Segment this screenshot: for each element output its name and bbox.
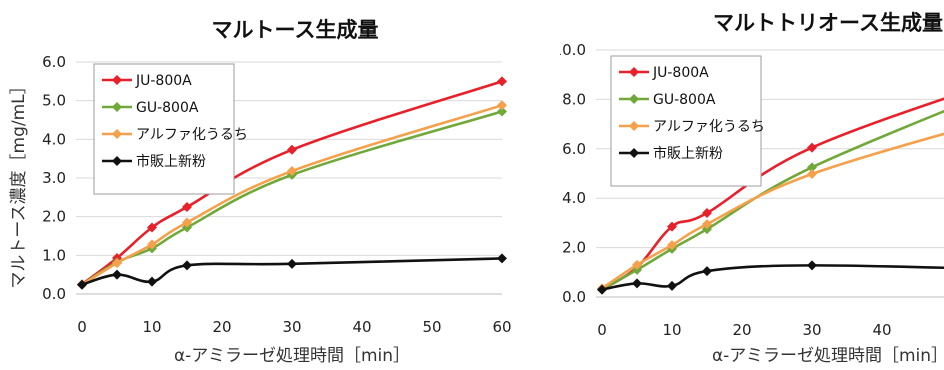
data-point — [807, 162, 817, 173]
x-tick-label: 30 — [802, 321, 821, 339]
data-point — [497, 253, 507, 264]
x-tick-label: 40 — [352, 318, 371, 336]
maltose-chart: マルトース生成量 マルトース濃度［mg/mL］ α-アミラーゼ処理時間［min］… — [9, 18, 512, 366]
data-point — [77, 279, 87, 290]
x-tick-label: 0 — [597, 321, 607, 339]
data-point — [147, 222, 157, 233]
y-tick-label: 5.0 — [42, 92, 66, 110]
data-point — [702, 266, 712, 277]
data-point — [497, 76, 507, 87]
data-point — [112, 269, 122, 280]
y-axis-title: マルトース濃度［mg/mL］ — [9, 77, 29, 288]
data-point — [497, 100, 507, 111]
x-tick-label: 40 — [872, 321, 891, 339]
data-point — [497, 106, 507, 117]
legend-marker — [629, 148, 639, 158]
data-point — [287, 258, 297, 269]
data-point — [702, 219, 712, 230]
data-point — [182, 202, 192, 212]
y-tick-label: 2.0 — [42, 208, 66, 226]
x-tick-label: 10 — [142, 318, 161, 336]
chart-title: マルトトリオース生成量 — [713, 11, 943, 35]
legend-marker — [629, 121, 639, 131]
data-point — [667, 240, 677, 251]
x-tick-label: 10 — [662, 321, 681, 339]
legend-marker — [112, 156, 122, 166]
legend-marker — [112, 129, 122, 139]
legend-box — [610, 55, 762, 187]
legend-entry: アルファ化うるち — [653, 119, 765, 135]
data-point — [807, 142, 817, 153]
y-tick-label: 4.0 — [42, 130, 66, 148]
x-axis-title: α-アミラーゼ処理時間［min］ — [174, 346, 410, 366]
legend-entry: GU-800A — [136, 100, 199, 116]
data-point — [667, 221, 677, 232]
y-tick-label: 2.0 — [562, 239, 586, 257]
y-tick-label: 0.0 — [42, 285, 66, 303]
y-tick-label: 4.0 — [562, 189, 586, 207]
y-tick-label: 8.0 — [562, 90, 586, 108]
data-point — [182, 217, 192, 228]
y-axis-title: マルトトリオース濃度［mg/mL］ — [534, 44, 554, 306]
series-line — [601, 264, 944, 291]
data-point — [667, 280, 677, 291]
data-point — [632, 278, 642, 289]
legend-entry: 市販上新粉 — [136, 153, 206, 170]
data-point — [702, 208, 712, 219]
legend-marker — [112, 75, 122, 85]
data-point — [807, 260, 817, 271]
maltotriose-chart: マルトトリオース生成量 マルトトリオース濃度［mg/mL］ α-アミラーゼ処理時… — [534, 11, 944, 366]
x-tick-label: 20 — [732, 321, 751, 339]
x-tick-label: 30 — [282, 318, 301, 336]
x-tick-label: 20 — [212, 318, 231, 336]
legend-entry: JU-800A — [135, 73, 192, 89]
y-tick-label: 3.0 — [42, 169, 66, 187]
data-point — [287, 144, 297, 155]
y-tick-label: 1.0 — [42, 246, 66, 264]
data-point — [287, 166, 297, 177]
data-point — [597, 284, 607, 295]
data-point — [112, 258, 122, 269]
x-tick-label: 50 — [422, 318, 441, 336]
x-tick-label: 60 — [492, 318, 511, 336]
x-axis-title: α-アミラーゼ処理時間［min］ — [712, 346, 944, 366]
legend-entry: JU-800A — [652, 65, 709, 81]
y-tick-label: 6.0 — [42, 53, 66, 71]
data-point — [147, 239, 157, 250]
legend-marker — [629, 94, 639, 104]
y-tick-label: 0.0 — [562, 288, 586, 306]
y-tick-label: 6.0 — [562, 140, 586, 158]
legend-entry: 市販上新粉 — [653, 145, 723, 162]
x-tick-label: 0 — [77, 318, 87, 336]
data-point — [632, 259, 642, 270]
legend-entry: GU-800A — [653, 92, 716, 108]
legend-marker — [112, 102, 122, 112]
data-point — [807, 168, 817, 179]
chart-title: マルトース生成量 — [212, 18, 379, 42]
legend-marker — [629, 67, 639, 77]
legend-entry: アルファ化うるち — [136, 127, 248, 143]
data-point — [182, 260, 192, 271]
y-tick-label: 10.0 — [553, 41, 586, 59]
data-point — [147, 276, 157, 287]
legend-box — [93, 63, 235, 195]
